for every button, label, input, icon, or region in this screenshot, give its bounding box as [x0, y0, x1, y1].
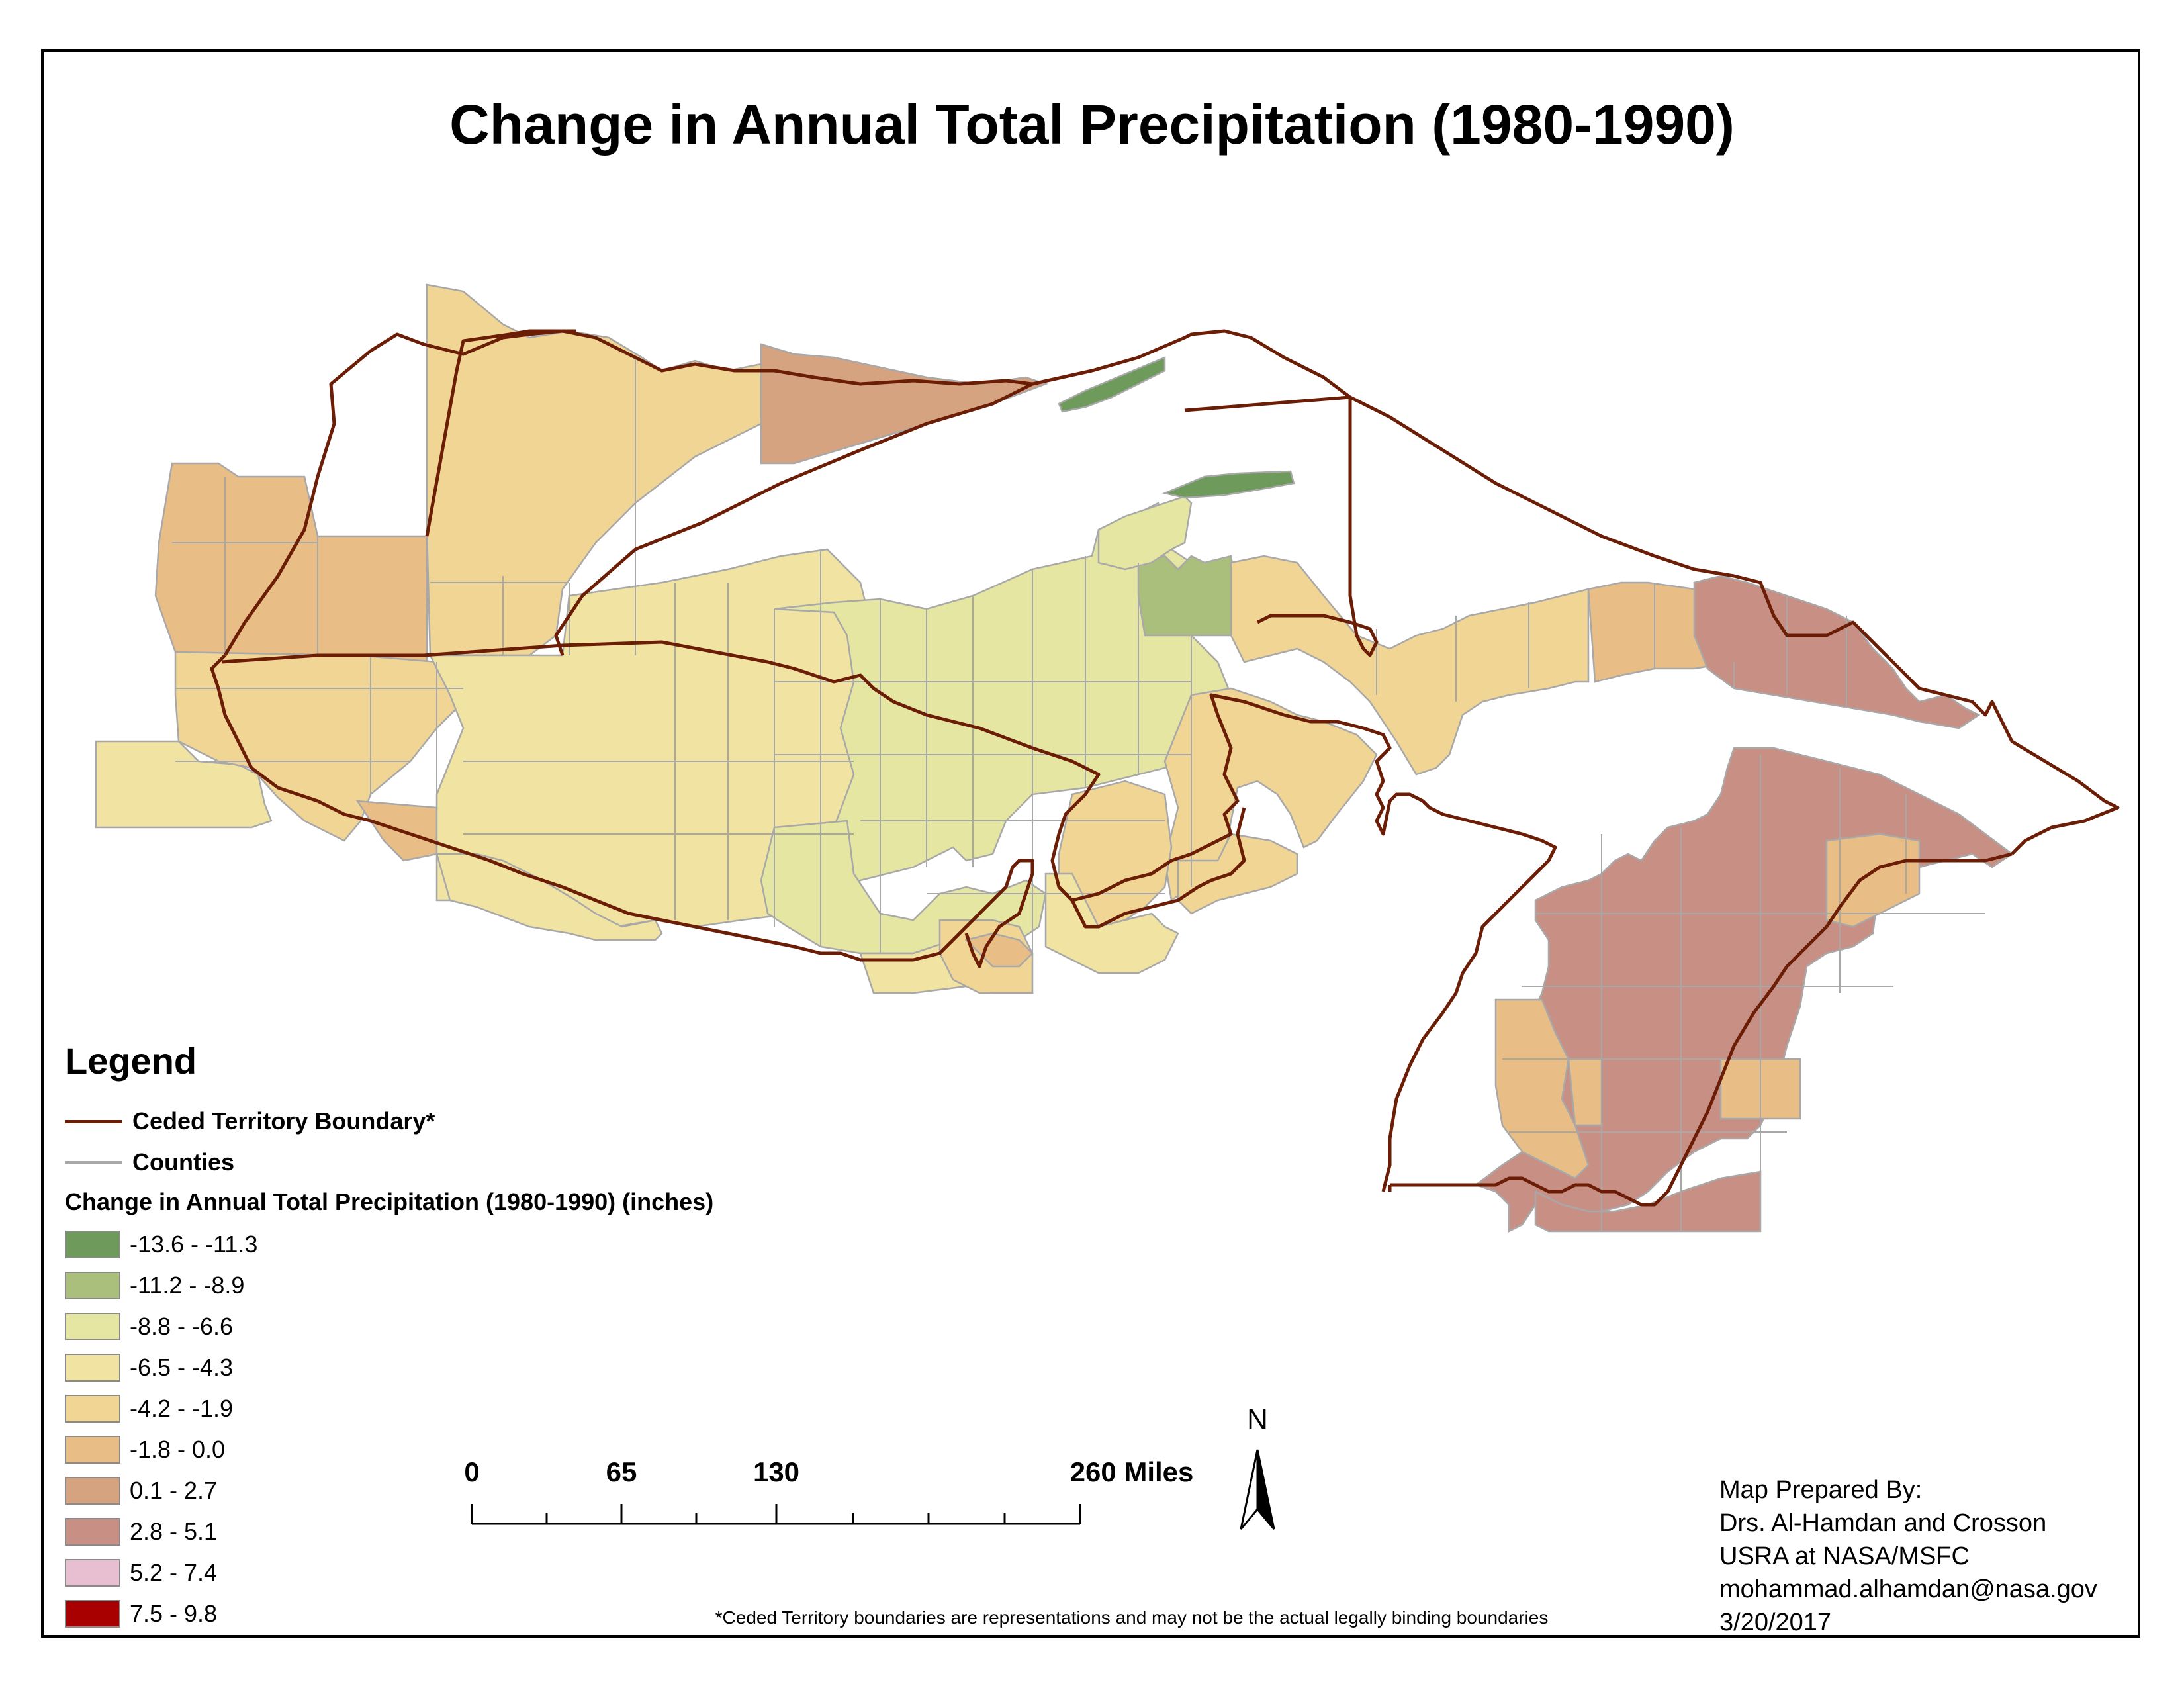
legend-class-item: 7.5 - 9.8	[65, 1593, 899, 1634]
scale-label-65: 65	[606, 1456, 637, 1487]
county-region	[1494, 998, 1590, 1180]
county-region	[1230, 555, 1590, 776]
class-swatch	[65, 1354, 120, 1382]
map-frame	[41, 49, 2140, 1638]
class-label: -11.2 - -8.9	[130, 1272, 245, 1299]
county-region	[154, 462, 428, 663]
legend-class-item: 2.8 - 5.1	[65, 1511, 899, 1552]
credits-line: Map Prepared By:	[1719, 1476, 1923, 1504]
class-label: 0.1 - 2.7	[130, 1477, 218, 1504]
legend: Legend Ceded Territory Boundary* Countie…	[65, 1039, 899, 1634]
class-label: -4.2 - -1.9	[130, 1395, 234, 1422]
legend-class-item: 0.1 - 2.7	[65, 1470, 899, 1511]
class-swatch	[65, 1272, 120, 1299]
class-swatch	[65, 1600, 120, 1628]
credits-line: 3/20/2017	[1719, 1609, 1832, 1636]
legend-class-list: -13.6 - -11.3 -11.2 - -8.9 -8.8 - -6.6 -…	[65, 1224, 899, 1634]
legend-boundary-item: Ceded Territory Boundary*	[65, 1101, 899, 1142]
north-arrow-icon	[1240, 1449, 1275, 1530]
north-arrow: N	[1228, 1403, 1287, 1536]
credits-block: Map Prepared By: Drs. Al-Hamdan and Cros…	[1719, 1474, 2097, 1639]
legend-counties-item: Counties	[65, 1142, 899, 1183]
legend-class-item: -13.6 - -11.3	[65, 1224, 899, 1265]
class-label: -13.6 - -11.3	[130, 1231, 258, 1258]
footnote: *Ceded Territory boundaries are represen…	[715, 1607, 1549, 1628]
class-label: -1.8 - 0.0	[130, 1436, 226, 1463]
class-label: 5.2 - 7.4	[130, 1559, 218, 1586]
legend-class-item: -1.8 - 0.0	[65, 1429, 899, 1470]
legend-heading: Legend	[65, 1040, 197, 1082]
class-swatch	[65, 1477, 120, 1505]
legend-boundary-label: Ceded Territory Boundary*	[132, 1107, 435, 1135]
map-title: Change in Annual Total Precipitation (19…	[449, 93, 1735, 156]
class-label: 2.8 - 5.1	[130, 1518, 218, 1545]
scale-bar	[471, 1504, 1081, 1525]
legend-counties-label: Counties	[132, 1149, 235, 1176]
credits-line: Drs. Al-Hamdan and Crosson	[1719, 1509, 2047, 1537]
class-swatch	[65, 1231, 120, 1258]
class-swatch	[65, 1395, 120, 1423]
scale-label-0: 0	[464, 1456, 480, 1487]
county-region	[1097, 495, 1193, 571]
county-region	[1161, 470, 1295, 499]
county-region	[1163, 687, 1378, 902]
legend-class-item: -4.2 - -1.9	[65, 1388, 899, 1429]
county-region	[1693, 575, 1981, 729]
legend-class-item: 5.2 - 7.4	[65, 1552, 899, 1593]
legend-class-item: -11.2 - -8.9	[65, 1265, 899, 1306]
legend-class-item: -8.8 - -6.6	[65, 1306, 899, 1347]
county-line-swatch	[65, 1160, 122, 1164]
boundary-line-swatch	[65, 1119, 122, 1123]
class-swatch	[65, 1436, 120, 1464]
county-region	[435, 853, 663, 941]
scale-label-260: 260 Miles	[1069, 1456, 1194, 1487]
class-label: 7.5 - 9.8	[130, 1600, 218, 1627]
class-swatch	[65, 1518, 120, 1546]
class-swatch	[65, 1559, 120, 1587]
class-label: -8.8 - -6.6	[130, 1313, 234, 1340]
ceded-territory-boundary	[210, 329, 2120, 1207]
credits-line: USRA at NASA/MSFC	[1719, 1542, 1970, 1570]
county-region	[1058, 356, 1166, 413]
class-swatch	[65, 1313, 120, 1340]
county-grid-lines	[172, 357, 1985, 1231]
north-letter: N	[1247, 1403, 1268, 1436]
county-region	[760, 343, 1048, 465]
class-label: -6.5 - -4.3	[130, 1354, 234, 1381]
county-region	[1137, 555, 1239, 637]
scale-label-130: 130	[752, 1456, 800, 1487]
legend-classes-title: Change in Annual Total Precipitation (19…	[65, 1188, 714, 1215]
legend-class-item: -6.5 - -4.3	[65, 1347, 899, 1388]
credits-line: mohammad.alhamdan@nasa.gov	[1719, 1575, 2097, 1603]
scale-bar-labels: 0 65 130 260 Miles	[457, 1450, 1218, 1542]
county-region	[1567, 1058, 1603, 1127]
county-region	[95, 740, 273, 829]
